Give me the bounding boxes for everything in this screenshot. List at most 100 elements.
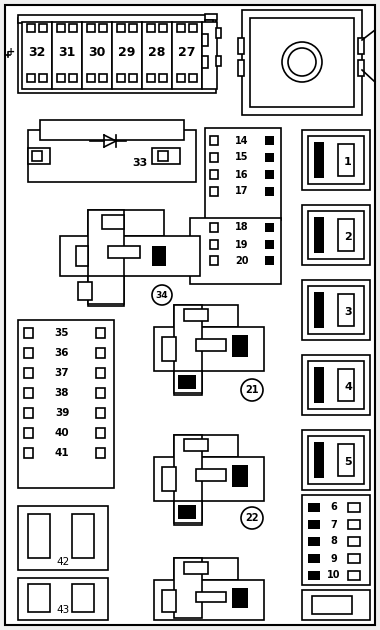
- Text: 33: 33: [132, 158, 147, 168]
- Text: 42: 42: [56, 557, 70, 567]
- Bar: [154, 580, 264, 620]
- Bar: [232, 335, 248, 357]
- Text: 41: 41: [55, 448, 69, 458]
- Bar: [190, 218, 281, 284]
- Bar: [232, 588, 248, 608]
- Bar: [72, 584, 94, 612]
- Bar: [154, 327, 264, 371]
- Bar: [88, 276, 124, 304]
- Bar: [159, 24, 167, 32]
- Bar: [88, 210, 164, 236]
- Bar: [302, 280, 370, 340]
- Bar: [174, 558, 202, 618]
- Bar: [308, 136, 364, 184]
- Text: 7: 7: [331, 520, 337, 529]
- Bar: [312, 596, 352, 614]
- Bar: [210, 153, 218, 162]
- Bar: [39, 24, 47, 32]
- Text: 35: 35: [55, 328, 69, 338]
- Bar: [205, 128, 281, 220]
- Bar: [96, 408, 105, 418]
- Bar: [24, 348, 33, 358]
- Bar: [96, 448, 105, 458]
- Bar: [216, 56, 221, 66]
- Bar: [314, 217, 324, 253]
- Bar: [88, 210, 124, 306]
- Text: 15: 15: [235, 152, 249, 163]
- Bar: [308, 554, 320, 563]
- Bar: [82, 22, 112, 89]
- Bar: [69, 24, 77, 32]
- Text: 34: 34: [156, 290, 168, 299]
- Bar: [96, 328, 105, 338]
- Bar: [24, 368, 33, 378]
- Bar: [117, 24, 125, 32]
- Circle shape: [241, 507, 263, 529]
- Bar: [338, 369, 354, 401]
- Text: 9: 9: [331, 554, 337, 563]
- Text: 20: 20: [235, 256, 249, 265]
- Bar: [202, 34, 208, 46]
- Text: 37: 37: [55, 368, 69, 378]
- Bar: [302, 495, 370, 585]
- Text: 2: 2: [344, 232, 352, 242]
- Bar: [184, 562, 208, 574]
- Text: 6: 6: [331, 503, 337, 512]
- Bar: [28, 584, 50, 612]
- Bar: [308, 361, 364, 409]
- Bar: [57, 24, 65, 32]
- Bar: [189, 74, 197, 82]
- Text: 27: 27: [178, 45, 196, 59]
- Bar: [177, 24, 185, 32]
- Bar: [18, 506, 108, 570]
- Bar: [174, 305, 238, 327]
- Bar: [152, 246, 166, 266]
- Bar: [210, 223, 218, 232]
- Bar: [338, 294, 354, 326]
- Bar: [348, 554, 360, 563]
- Bar: [60, 236, 200, 276]
- Bar: [72, 514, 94, 558]
- Bar: [147, 74, 155, 82]
- Bar: [178, 375, 196, 389]
- Bar: [265, 170, 274, 179]
- Bar: [302, 355, 370, 415]
- Bar: [302, 130, 370, 190]
- Bar: [112, 22, 142, 89]
- Bar: [210, 256, 218, 265]
- Text: 22: 22: [245, 513, 259, 523]
- Text: 21: 21: [245, 385, 259, 395]
- Bar: [308, 211, 364, 259]
- Bar: [174, 558, 238, 580]
- Bar: [242, 10, 362, 115]
- Bar: [348, 503, 360, 512]
- Bar: [178, 505, 196, 519]
- Bar: [69, 74, 77, 82]
- Bar: [18, 15, 216, 23]
- Bar: [265, 223, 274, 232]
- Bar: [265, 240, 274, 249]
- Bar: [87, 74, 95, 82]
- Bar: [210, 187, 218, 196]
- Text: 39: 39: [55, 408, 69, 418]
- Text: 36: 36: [55, 348, 69, 358]
- Bar: [308, 520, 320, 529]
- Text: +: +: [7, 47, 15, 57]
- Bar: [52, 22, 82, 89]
- Bar: [87, 24, 95, 32]
- Bar: [238, 60, 244, 76]
- Bar: [196, 469, 226, 481]
- Bar: [265, 187, 274, 196]
- Bar: [314, 367, 324, 403]
- Bar: [338, 144, 354, 176]
- Bar: [205, 14, 217, 20]
- Text: 28: 28: [148, 45, 166, 59]
- Bar: [177, 74, 185, 82]
- Text: 43: 43: [56, 605, 70, 615]
- Bar: [102, 215, 124, 229]
- Bar: [196, 339, 226, 351]
- Bar: [96, 348, 105, 358]
- Text: 3: 3: [344, 307, 352, 317]
- Bar: [308, 436, 364, 484]
- Bar: [308, 537, 320, 546]
